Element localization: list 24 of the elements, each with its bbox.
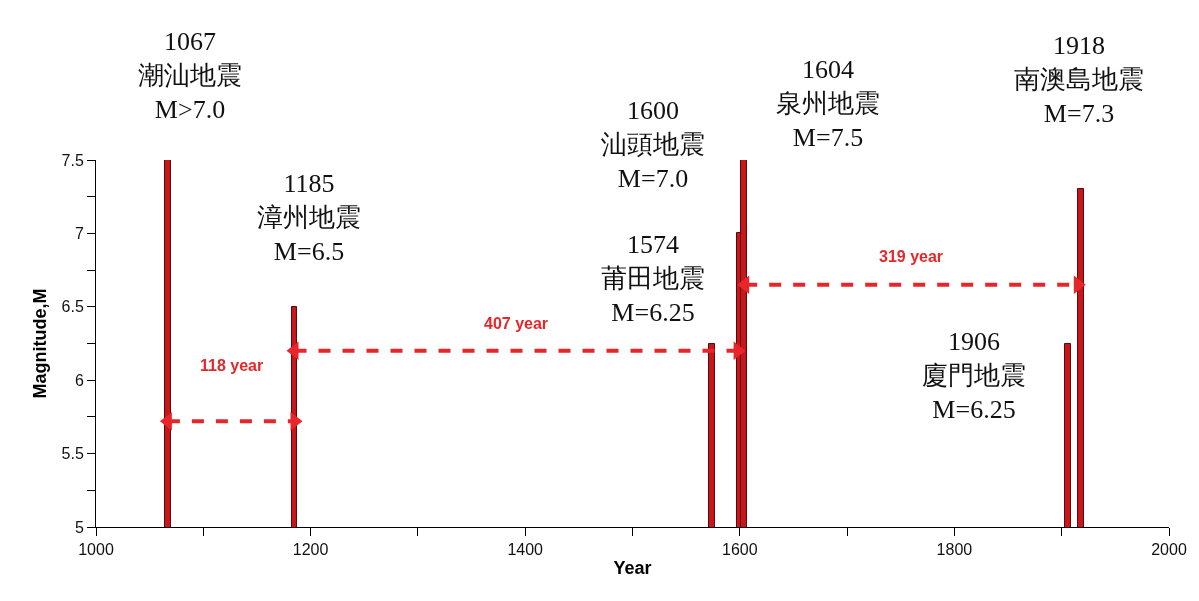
- y-tick-label: 6.5: [61, 298, 84, 316]
- y-tick-label: 5: [74, 518, 84, 536]
- y-axis-title: Magnitude,M: [29, 288, 50, 399]
- annotation: 319 year: [879, 248, 944, 265]
- annotation: 1906 廈門地震 M=6.25: [922, 327, 1026, 424]
- x-tick-label: 1200: [292, 541, 329, 559]
- x-tick-label: 1400: [507, 541, 544, 559]
- y-tick-label: 5.5: [61, 445, 84, 463]
- y-tick-label: 7: [74, 225, 84, 242]
- annotation: 1604 泉州地震 M=7.5: [776, 55, 880, 152]
- y-tick-label: 6: [74, 371, 84, 389]
- x-tick-label: 2000: [1151, 541, 1187, 559]
- annotation: 1067 潮汕地震 M>7.0: [138, 27, 242, 124]
- annotation: 407 year: [484, 315, 549, 332]
- annotation: 1574 莆田地震 M=6.25: [601, 230, 705, 327]
- annotation: 1600 汕頭地震 M=7.0: [601, 96, 705, 193]
- x-axis-title: Year: [613, 558, 652, 579]
- x-tick-label: 1800: [936, 541, 973, 559]
- annotation: 118 year: [200, 357, 264, 374]
- annotation: 1185 漳州地震 M=6.5: [257, 169, 361, 266]
- y-tick-label: 7.5: [61, 151, 84, 169]
- x-tick-label: 1600: [722, 541, 758, 559]
- annotation: 1918 南澳島地震 M=7.3: [1014, 31, 1144, 128]
- x-tick-label: 1000: [78, 541, 114, 559]
